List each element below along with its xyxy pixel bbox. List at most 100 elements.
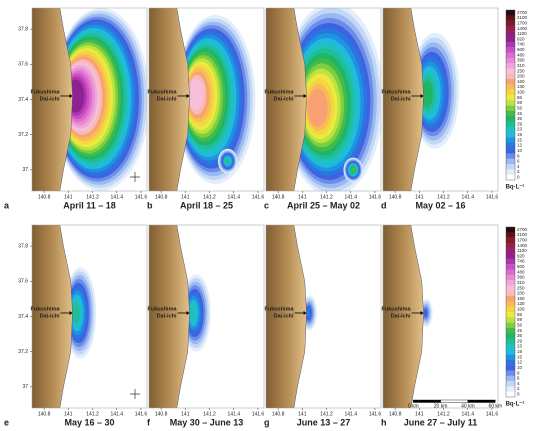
colorbar-cell (506, 132, 515, 138)
colorbar-label: 69 (517, 100, 523, 105)
colorbar-cell (506, 47, 515, 53)
x-tick-label: 141.4 (344, 194, 357, 200)
colorbar-label: 45 (517, 111, 523, 116)
x-tick-label: 140.8 (272, 411, 285, 417)
plume-contour (307, 88, 328, 127)
arrow-head (186, 310, 190, 315)
scale-label: 40 km (461, 403, 475, 409)
y-tick-label: 37.6 (18, 62, 28, 68)
colorbar-cell (506, 36, 515, 43)
colorbar-label: 130 (517, 84, 525, 89)
colorbar-label: 200 (517, 74, 525, 79)
map-panel (383, 8, 498, 191)
map-panel (149, 225, 264, 408)
land (266, 8, 307, 191)
colorbar-cell (506, 242, 515, 249)
colorbar-cell (506, 280, 515, 286)
colorbar-label: 390 (517, 58, 525, 63)
map-panel (149, 8, 264, 191)
x-tick-label: 141.6 (369, 194, 382, 200)
panel-letter: f (147, 417, 151, 427)
land (32, 8, 73, 191)
colorbar-label: 160 (517, 79, 525, 84)
compass (130, 389, 140, 399)
colorbar-label: 2700 (517, 10, 528, 15)
colorbar-cell (506, 100, 515, 106)
colorbar-label: 6 (517, 159, 520, 164)
x-tick-label: 141.2 (320, 194, 333, 200)
site-label: Fukushima (148, 89, 178, 95)
colorbar-cell (506, 15, 515, 21)
x-tick-label: 141 (181, 194, 190, 200)
colorbar-label: 740 (517, 42, 525, 47)
colorbar-label: 23 (517, 344, 523, 349)
scale-label: 0 km (408, 403, 419, 409)
arrow-head (420, 310, 424, 315)
colorbar-label: 600 (517, 47, 525, 52)
x-tick-label: 141.2 (437, 411, 450, 417)
x-tick-label: 140.8 (38, 411, 51, 417)
land (149, 225, 190, 408)
x-tick-label: 141.2 (86, 194, 99, 200)
arrow-head (303, 310, 307, 315)
colorbar-label: 86 (517, 312, 523, 317)
colorbar-label: 36 (517, 333, 523, 338)
colorbar-cell (506, 63, 515, 69)
colorbar-label: 8 (517, 370, 520, 375)
site-label: Dai-ichi (157, 313, 177, 319)
x-tick-label: 141.6 (135, 411, 148, 417)
colorbar-cell (506, 137, 515, 144)
colorbar-cell (506, 296, 515, 302)
arrow-head (69, 310, 73, 315)
map-panel (32, 8, 147, 191)
colorbar-label: 310 (517, 63, 525, 68)
colorbar-label: 2 (517, 386, 520, 391)
map-panel (32, 225, 147, 408)
colorbar-cell (506, 354, 515, 361)
colorbar-cell (506, 126, 515, 133)
map-panel (383, 225, 498, 408)
panel-letter: h (381, 417, 387, 427)
panel-frame (265, 224, 382, 409)
colorbar-cell (506, 79, 515, 85)
y-tick-label: 37.2 (18, 132, 28, 138)
colorbar-cell (506, 312, 515, 318)
panel-letter: a (4, 200, 10, 210)
site-label: Fukushima (31, 89, 61, 95)
panel-frame (148, 7, 265, 192)
colorbar-cell (506, 57, 515, 64)
y-tick-label: 37.2 (18, 349, 28, 355)
colorbar-label: 36 (517, 116, 523, 121)
colorbar-cell (506, 365, 515, 371)
x-tick-label: 141 (298, 411, 307, 417)
colorbar-cell (506, 370, 515, 376)
colorbar-cell (506, 253, 515, 260)
x-tick-label: 141.2 (203, 194, 216, 200)
panel-frame (382, 7, 499, 192)
colorbar-label: 0 (517, 392, 520, 397)
colorbar-cell (506, 285, 515, 291)
colorbar-label: 2100 (517, 232, 528, 237)
colorbar-cell (506, 333, 515, 339)
colorbar-cell (506, 391, 515, 398)
colorbar-label: 1100 (517, 31, 527, 36)
colorbar-cell (506, 41, 515, 48)
site-label: Dai-ichi (274, 313, 294, 319)
arrow-head (420, 93, 424, 98)
colorbar-label: 45 (517, 328, 523, 333)
x-tick-label: 140.8 (38, 194, 51, 200)
panel-date: April 11 – 18 (63, 200, 116, 210)
x-tick-label: 141.6 (252, 194, 265, 200)
colorbar-label: 19 (517, 349, 523, 354)
x-tick-label: 141.2 (86, 411, 99, 417)
panel-letter: g (264, 417, 270, 427)
colorbar-cell (506, 232, 515, 238)
colorbar-label: 100 (517, 307, 525, 312)
colorbar-label: 480 (517, 52, 525, 57)
colorbar-cell (506, 349, 515, 355)
compass (130, 172, 140, 182)
y-tick-label: 37.4 (18, 97, 28, 103)
y-tick-label: 37.8 (18, 243, 28, 249)
map-panel (266, 8, 381, 191)
